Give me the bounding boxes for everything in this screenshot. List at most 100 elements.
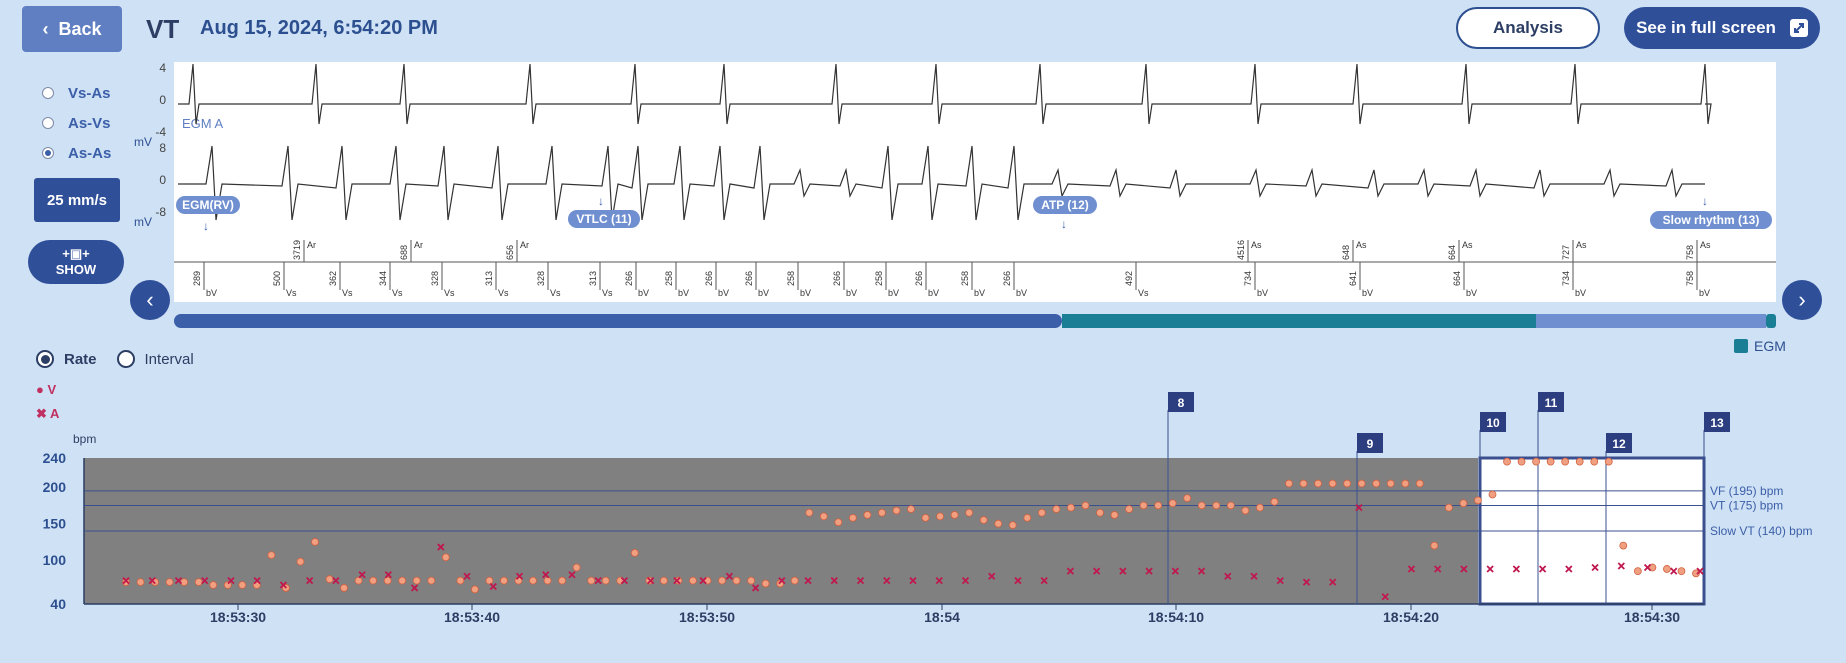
radio-interval[interactable] bbox=[116, 350, 135, 368]
radio-vs-as[interactable]: Vs-As bbox=[42, 78, 111, 108]
v-point bbox=[369, 576, 378, 585]
v-point bbox=[194, 578, 203, 586]
next-page-button[interactable]: › bbox=[1782, 280, 1822, 320]
egm-rv-tick: 8 bbox=[159, 141, 166, 155]
marker-top-label: As bbox=[1462, 240, 1473, 250]
a-point bbox=[489, 582, 497, 591]
radio-circle[interactable] bbox=[42, 87, 54, 99]
marker-bottom-value: 266 bbox=[624, 271, 634, 286]
timeline-segment-light bbox=[1536, 314, 1766, 328]
egm-a-label: EGM A bbox=[182, 116, 224, 131]
event-marker-label: 11 bbox=[1545, 396, 1558, 410]
v-point bbox=[485, 576, 494, 585]
analysis-button[interactable]: Analysis bbox=[1456, 7, 1600, 49]
a-point bbox=[673, 577, 681, 585]
v-point bbox=[1037, 508, 1046, 517]
marker-bottom-label: Vs bbox=[550, 288, 561, 298]
a-point bbox=[1276, 577, 1284, 585]
egm-rv-tick: 0 bbox=[159, 173, 166, 187]
radio-rate[interactable] bbox=[36, 350, 54, 368]
a-point bbox=[332, 577, 340, 585]
marker-bottom-label: bV bbox=[974, 288, 985, 298]
event-marker-flag bbox=[1480, 412, 1506, 432]
v-point bbox=[659, 576, 668, 585]
show-button[interactable]: +▣+ SHOW bbox=[28, 240, 124, 284]
v-point bbox=[732, 576, 741, 585]
a-point bbox=[1670, 567, 1678, 575]
radio-circle[interactable] bbox=[42, 147, 54, 159]
fullscreen-button[interactable]: See in full screen bbox=[1624, 7, 1820, 49]
marker-bottom-value: 758 bbox=[1685, 271, 1695, 286]
rate-chart-y-tick: 240 bbox=[43, 450, 67, 466]
v-point bbox=[340, 584, 348, 592]
marker-bottom-value: 641 bbox=[1348, 271, 1358, 286]
episode-type: VT bbox=[146, 14, 180, 44]
v-point bbox=[1343, 479, 1352, 488]
marker-bottom-label: bV bbox=[638, 288, 649, 298]
v-point bbox=[718, 576, 726, 585]
a-point bbox=[253, 577, 261, 585]
marker-bottom-label: bV bbox=[800, 288, 811, 298]
v-point bbox=[1154, 501, 1163, 510]
marker-bottom-label: bV bbox=[758, 288, 769, 298]
v-point bbox=[1314, 479, 1322, 488]
v-point bbox=[470, 585, 479, 594]
a-point bbox=[463, 572, 471, 580]
marker-bottom-label: Vs bbox=[602, 288, 613, 298]
speed-button[interactable]: 25 mm/s bbox=[34, 178, 120, 222]
markers-toggle-icon: +▣+ bbox=[62, 246, 90, 261]
marker-bottom-label: bV bbox=[928, 288, 939, 298]
v-point bbox=[965, 508, 974, 517]
radio-as-as[interactable]: As-As bbox=[42, 138, 111, 168]
event-marker-flag bbox=[1538, 392, 1564, 412]
radio-as-vs[interactable]: As-Vs bbox=[42, 108, 111, 138]
marker-bottom-value: 266 bbox=[1002, 271, 1012, 286]
egm-legend-label: EGM bbox=[1754, 338, 1786, 354]
v-point bbox=[1430, 541, 1439, 550]
a-point bbox=[804, 577, 812, 585]
marker-bottom-label: bV bbox=[206, 288, 217, 298]
back-button[interactable]: ‹ Back bbox=[22, 6, 122, 52]
chevron-left-icon: ‹ bbox=[42, 18, 49, 39]
v-point bbox=[529, 576, 537, 585]
a-point bbox=[1381, 593, 1389, 601]
egm-a-tick: 0 bbox=[159, 93, 166, 107]
v-point bbox=[1604, 457, 1613, 466]
v-point bbox=[1197, 501, 1206, 510]
v-point bbox=[1488, 490, 1497, 499]
marker-top-label: As bbox=[1356, 240, 1367, 250]
rate-chart-x-tick: 18:53:50 bbox=[679, 609, 735, 625]
rate-chart-x-tick: 18:54:10 bbox=[1148, 609, 1204, 625]
egm-event-tag-label: EGM(RV) bbox=[182, 198, 234, 212]
marker-bottom-label: bV bbox=[846, 288, 857, 298]
a-point bbox=[201, 577, 209, 585]
a-point bbox=[542, 571, 550, 579]
radio-circle[interactable] bbox=[42, 117, 54, 129]
marker-bottom-value: 328 bbox=[536, 271, 546, 286]
event-marker-flag bbox=[1704, 412, 1730, 432]
event-marker-flag bbox=[1168, 392, 1194, 412]
v-point bbox=[892, 506, 901, 515]
egm-legend-swatch bbox=[1734, 339, 1748, 353]
chart-mode-radios: Rate Interval bbox=[36, 350, 194, 368]
v-point bbox=[1285, 479, 1293, 488]
v-point bbox=[1328, 479, 1337, 488]
rate-chart-x-tick: 18:54 bbox=[924, 609, 960, 625]
a-point bbox=[620, 577, 629, 585]
a-point bbox=[988, 572, 996, 580]
marker-bottom-value: 258 bbox=[664, 271, 674, 286]
v-point bbox=[122, 578, 130, 586]
v-point bbox=[936, 512, 944, 521]
v-point bbox=[311, 538, 319, 546]
egm-event-tag bbox=[1650, 211, 1772, 229]
a-point bbox=[1696, 567, 1704, 575]
prev-page-button[interactable]: ‹ bbox=[130, 280, 170, 320]
v-point bbox=[921, 513, 930, 522]
marker-bottom-value: 258 bbox=[960, 271, 970, 286]
v-point bbox=[1663, 565, 1671, 573]
marker-top-label: Ar bbox=[414, 240, 423, 250]
v-point bbox=[1357, 479, 1366, 488]
v-point bbox=[456, 576, 465, 585]
v-point bbox=[907, 505, 915, 514]
a-point bbox=[1197, 567, 1206, 575]
